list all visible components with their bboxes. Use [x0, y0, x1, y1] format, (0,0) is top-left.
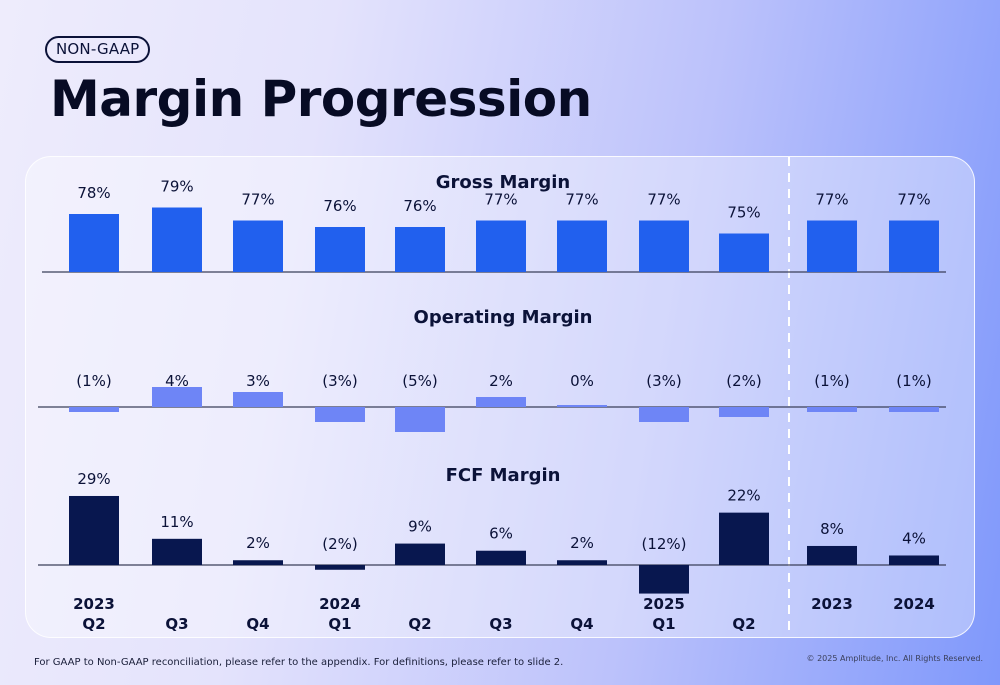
operating-margin-bar — [395, 407, 445, 432]
fcf-margin-value-label: 6% — [489, 525, 513, 543]
fcf-margin-bar — [639, 565, 689, 594]
x-tick-quarter: Q4 — [570, 615, 593, 633]
operating-margin-value-label: (3%) — [322, 372, 358, 390]
x-tick-quarter: Q4 — [246, 615, 269, 633]
fcf-margin-value-label: 4% — [902, 529, 926, 547]
fcf-margin-value-label: (2%) — [322, 535, 358, 553]
gross-margin-bar — [315, 227, 365, 272]
fcf-margin-bar — [889, 555, 939, 565]
fcf-margin-bar — [315, 565, 365, 570]
gross-margin-title: Gross Margin — [436, 172, 571, 193]
fcf-margin-value-label: 22% — [727, 487, 760, 505]
fcf-margin-value-label: 29% — [77, 470, 110, 488]
operating-margin-value-label: (1%) — [896, 372, 932, 390]
x-tick-quarter: Q3 — [165, 615, 188, 633]
gross-margin-bar — [557, 220, 607, 272]
fcf-margin-value-label: 8% — [820, 520, 844, 538]
fcf-margin-bar — [719, 512, 769, 565]
operating-margin-title: Operating Margin — [414, 307, 593, 328]
operating-margin-bar — [476, 397, 526, 407]
footnote: For GAAP to Non-GAAP reconciliation, ple… — [34, 657, 564, 668]
gross-margin-value-label: 77% — [565, 191, 598, 209]
gross-margin-value-label: 76% — [403, 197, 436, 215]
operating-margin-bar — [152, 387, 202, 407]
operating-margin-bar — [69, 407, 119, 412]
operating-margin-value-label: (2%) — [726, 372, 762, 390]
fcf-margin-value-label: 11% — [160, 513, 193, 531]
gross-margin-value-label: 77% — [241, 191, 274, 209]
fcf-margin-value-label: 2% — [570, 534, 594, 552]
operating-margin-value-label: 4% — [165, 372, 189, 390]
fcf-margin-value-label: 9% — [408, 518, 432, 536]
fcf-margin-bar — [557, 560, 607, 565]
fcf-margin-bar — [476, 550, 526, 565]
x-tick-year: 2025 — [643, 595, 685, 613]
fcf-margin-title: FCF Margin — [446, 465, 561, 486]
gross-margin-value-label: 79% — [160, 178, 193, 196]
x-tick-quarter: Q2 — [82, 615, 105, 633]
operating-margin-value-label: 0% — [570, 372, 594, 390]
gross-margin-bar — [395, 227, 445, 272]
operating-margin-value-label: (5%) — [402, 372, 438, 390]
gross-margin-bar — [476, 220, 526, 272]
gross-margin-value-label: 77% — [897, 191, 930, 209]
x-tick-quarter: Q2 — [732, 615, 755, 633]
operating-margin-value-label: (1%) — [76, 372, 112, 390]
x-tick-year: 2023 — [811, 595, 853, 613]
operating-margin-bar — [639, 407, 689, 422]
operating-margin-value-label: (3%) — [646, 372, 682, 390]
page-title: Margin Progression — [50, 70, 592, 128]
gross-margin-bar — [719, 233, 769, 272]
operating-margin-bar — [719, 407, 769, 417]
fcf-margin-bar — [69, 495, 119, 565]
gross-margin-value-label: 77% — [815, 191, 848, 209]
operating-margin-value-label: 3% — [246, 372, 270, 390]
fcf-margin-bar — [807, 545, 857, 565]
gross-margin-value-label: 75% — [727, 204, 760, 222]
operating-margin-bar — [889, 407, 939, 412]
gross-margin-value-label: 76% — [323, 197, 356, 215]
operating-margin-bar — [807, 407, 857, 412]
fcf-margin-value-label: (12%) — [641, 535, 686, 553]
gross-margin-bar — [152, 207, 202, 272]
operating-margin-bar — [557, 405, 607, 407]
gross-margin-value-label: 77% — [647, 191, 680, 209]
gross-margin-bar — [69, 214, 119, 272]
x-tick-year: 2023 — [73, 595, 115, 613]
x-tick-year: 2024 — [319, 595, 361, 613]
x-tick-quarter: Q2 — [408, 615, 431, 633]
gross-margin-bar — [807, 220, 857, 272]
fcf-margin-bar — [233, 560, 283, 565]
gross-margin-bar — [233, 220, 283, 272]
x-tick-year: 2024 — [893, 595, 935, 613]
fcf-margin-value-label: 2% — [246, 534, 270, 552]
non-gaap-badge: NON-GAAP — [45, 36, 151, 63]
gross-margin-value-label: 78% — [77, 184, 110, 202]
x-tick-quarter: Q1 — [652, 615, 675, 633]
x-tick-quarter: Q3 — [489, 615, 512, 633]
operating-margin-bar — [233, 392, 283, 407]
fcf-margin-bar — [152, 538, 202, 565]
x-tick-quarter: Q1 — [328, 615, 351, 633]
fcf-margin-bar — [395, 543, 445, 565]
gross-margin-bar — [889, 220, 939, 272]
operating-margin-bar — [315, 407, 365, 422]
gross-margin-bar — [639, 220, 689, 272]
operating-margin-value-label: 2% — [489, 372, 513, 390]
copyright: © 2025 Amplitude, Inc. All Rights Reserv… — [806, 654, 983, 663]
operating-margin-value-label: (1%) — [814, 372, 850, 390]
gross-margin-value-label: 77% — [484, 191, 517, 209]
